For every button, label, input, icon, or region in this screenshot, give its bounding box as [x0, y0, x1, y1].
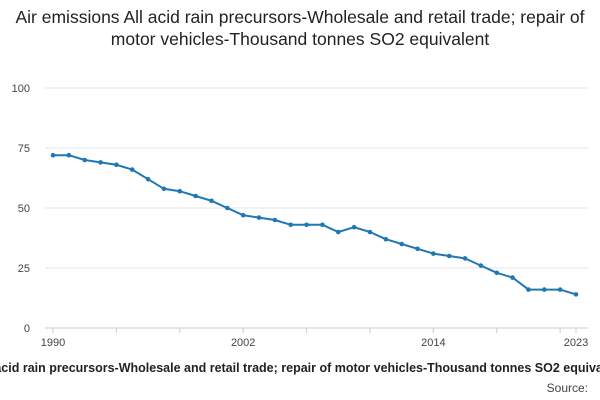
data-point: [177, 188, 183, 194]
data-point: [335, 229, 341, 235]
y-tick-label: 100: [12, 83, 30, 95]
data-point: [114, 162, 119, 168]
data-point: [478, 263, 484, 268]
data-point: [399, 241, 404, 247]
data-point: [526, 287, 531, 292]
data-point: [557, 287, 563, 292]
data-point: [145, 176, 151, 182]
y-axis-ticks: 0 25 50 75 100: [12, 83, 30, 335]
chart-title: Air emissions All acid rain precursors-W…: [15, 7, 585, 49]
data-point: [225, 205, 230, 211]
x-tick-label: 2002: [231, 337, 255, 349]
data-point: [161, 186, 167, 192]
x-tick-label: 2023: [564, 337, 588, 349]
data-point: [462, 256, 468, 261]
y-tick-label: 50: [18, 203, 30, 215]
y-tick-label: 25: [18, 263, 30, 275]
y-tick-label: 0: [24, 323, 30, 335]
data-point: [272, 217, 278, 223]
data-point: [129, 167, 135, 172]
data-point: [193, 193, 198, 199]
data-point: [415, 246, 420, 252]
data-point: [304, 222, 309, 228]
data-point: [510, 275, 515, 280]
data-point: [320, 222, 325, 228]
data-point: [50, 152, 56, 158]
data-point: [542, 287, 547, 292]
data-point: [431, 251, 436, 256]
data-point: [98, 160, 103, 165]
series-line: [53, 154, 577, 296]
y-tick-label: 75: [18, 143, 30, 155]
data-point: [573, 292, 579, 297]
series-layer: [50, 152, 579, 297]
data-point: [367, 229, 373, 235]
data-point: [82, 157, 87, 163]
data-point: [256, 215, 262, 220]
x-axis-label: All acid rain precursors-Wholesale and r…: [0, 361, 600, 375]
data-point: [383, 236, 389, 242]
data-point: [240, 212, 246, 218]
data-point: [66, 152, 72, 158]
x-tick-label: 2014: [421, 337, 445, 349]
gridlines: [45, 87, 588, 329]
x-axis: 1990 2002 2014 2023: [41, 327, 588, 349]
x-axis-label-wrap: All acid rain precursors-Wholesale and r…: [0, 361, 600, 379]
data-point: [494, 270, 500, 276]
data-point: [446, 253, 452, 259]
data-point: [209, 198, 214, 204]
data-point: [351, 224, 357, 230]
source-label: Source:: [546, 381, 588, 395]
data-point: [288, 222, 294, 228]
x-tick-label: 1990: [41, 337, 65, 349]
